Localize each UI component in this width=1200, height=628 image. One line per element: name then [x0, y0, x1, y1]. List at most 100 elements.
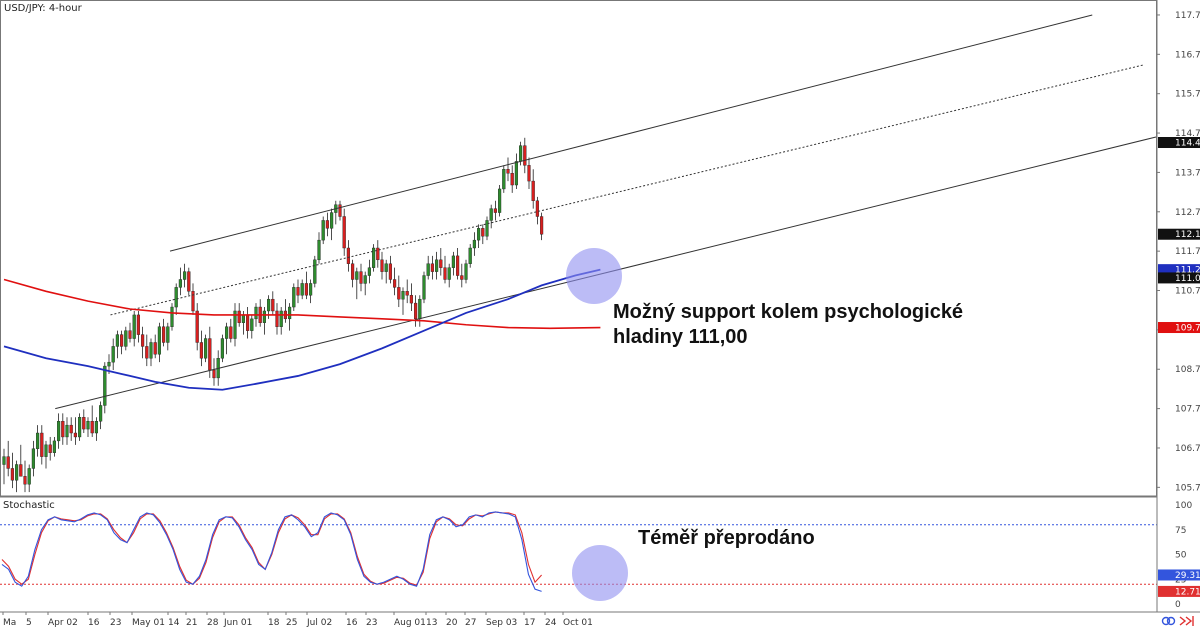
- candle-body: [359, 271, 363, 284]
- candle-body: [426, 263, 430, 276]
- candle: [334, 200, 338, 225]
- candle: [393, 267, 397, 296]
- candle-body: [178, 279, 182, 288]
- candle-body: [292, 287, 296, 308]
- candle-body: [44, 444, 48, 457]
- candle: [405, 279, 409, 304]
- candle-body: [439, 259, 443, 268]
- candle-body: [182, 271, 187, 280]
- price-badge: [1158, 264, 1200, 276]
- candle-body: [73, 432, 77, 438]
- candle: [132, 310, 136, 347]
- candle: [485, 216, 489, 241]
- price-tick-label: 116.72: [1175, 50, 1200, 60]
- date-tick-label: Aug 01: [394, 618, 426, 628]
- candle-body: [262, 310, 266, 323]
- candle: [493, 200, 497, 221]
- candle: [531, 169, 535, 209]
- candle-body: [82, 417, 86, 430]
- candle: [195, 303, 199, 351]
- candle-body: [451, 255, 455, 268]
- price-badge: [1158, 137, 1200, 149]
- candle: [309, 279, 313, 304]
- support-annotation-line2: hladiny 111,00: [613, 326, 748, 348]
- candle-body: [57, 421, 61, 442]
- goto-realtime-icon[interactable]: [1179, 616, 1194, 626]
- candle-body: [367, 267, 371, 276]
- candle: [65, 417, 69, 445]
- candle-body: [40, 432, 44, 457]
- candle-body: [481, 228, 485, 237]
- candle-body: [187, 271, 191, 292]
- candle: [119, 330, 124, 355]
- candle: [489, 204, 493, 229]
- candle-body: [195, 310, 199, 343]
- stochastic-badge: [1158, 569, 1200, 581]
- candle: [414, 295, 418, 327]
- date-tick-label: 23: [110, 618, 121, 628]
- candle-body: [351, 263, 355, 280]
- candle-body: [77, 417, 82, 438]
- candle: [317, 232, 321, 264]
- oversold-annotation: Téměř přeprodáno: [638, 527, 815, 549]
- candle-body: [372, 247, 376, 268]
- link-icon[interactable]: [1161, 616, 1176, 626]
- date-tick-label: 28: [207, 618, 219, 628]
- candle: [300, 279, 304, 300]
- candle: [6, 440, 10, 477]
- candle: [502, 165, 506, 193]
- candle: [128, 322, 132, 343]
- candle: [283, 299, 287, 323]
- stochastic-tick-label: 0: [1175, 600, 1181, 610]
- candle: [44, 440, 48, 469]
- stochastic-pane[interactable]: [0, 496, 1200, 613]
- candle: [77, 413, 82, 441]
- candle-body: [376, 247, 380, 261]
- candle-body: [237, 310, 241, 323]
- stochastic-badge: [1158, 585, 1200, 597]
- candle-body: [493, 208, 497, 213]
- price-badge: [1158, 272, 1200, 284]
- candle-body: [531, 180, 535, 201]
- candle: [451, 251, 455, 276]
- candle: [447, 263, 451, 288]
- price-tick-label: 108.72: [1175, 365, 1200, 375]
- candle-body: [149, 342, 153, 359]
- date-axis[interactable]: Ma 5 Apr 02 16 23 May 01 14 21 28 Jun 01 18 25 Jul 0…: [2, 612, 593, 628]
- candle: [82, 409, 86, 434]
- candle: [275, 303, 279, 335]
- candle-body: [250, 318, 254, 331]
- price-tick-label: 105.72: [1175, 483, 1200, 493]
- candle-body: [304, 283, 308, 296]
- candle: [220, 334, 224, 363]
- candle: [36, 425, 40, 457]
- stochastic-d-line: [1, 511, 543, 586]
- candle-body: [275, 310, 279, 327]
- candle-body: [535, 200, 539, 217]
- support-annotation-line1: Možný support kolem psychologické: [613, 301, 963, 323]
- candle-body: [363, 275, 367, 284]
- candle: [422, 271, 426, 304]
- candle-body: [464, 263, 468, 280]
- channel-upper-line: [169, 14, 1093, 252]
- candle: [443, 255, 447, 284]
- price-axis[interactable]: 117.72 116.72 115.72 114.72 113.72 112.72 111.…: [1156, 0, 1200, 612]
- candle: [418, 295, 422, 327]
- price-pane[interactable]: [0, 0, 1157, 497]
- candle: [224, 322, 229, 355]
- candle-body: [313, 259, 317, 284]
- candle: [48, 436, 52, 461]
- candle: [233, 303, 237, 347]
- candle: [199, 330, 203, 367]
- candle: [86, 417, 90, 437]
- candle-body: [498, 188, 502, 213]
- candle-body: [418, 298, 422, 320]
- candle-body: [477, 228, 481, 241]
- candle-body: [103, 365, 107, 406]
- candle: [279, 307, 283, 335]
- candle-body: [224, 326, 229, 339]
- chart-title: USD/JPY: 4-hour: [4, 3, 83, 14]
- candle: [153, 334, 157, 359]
